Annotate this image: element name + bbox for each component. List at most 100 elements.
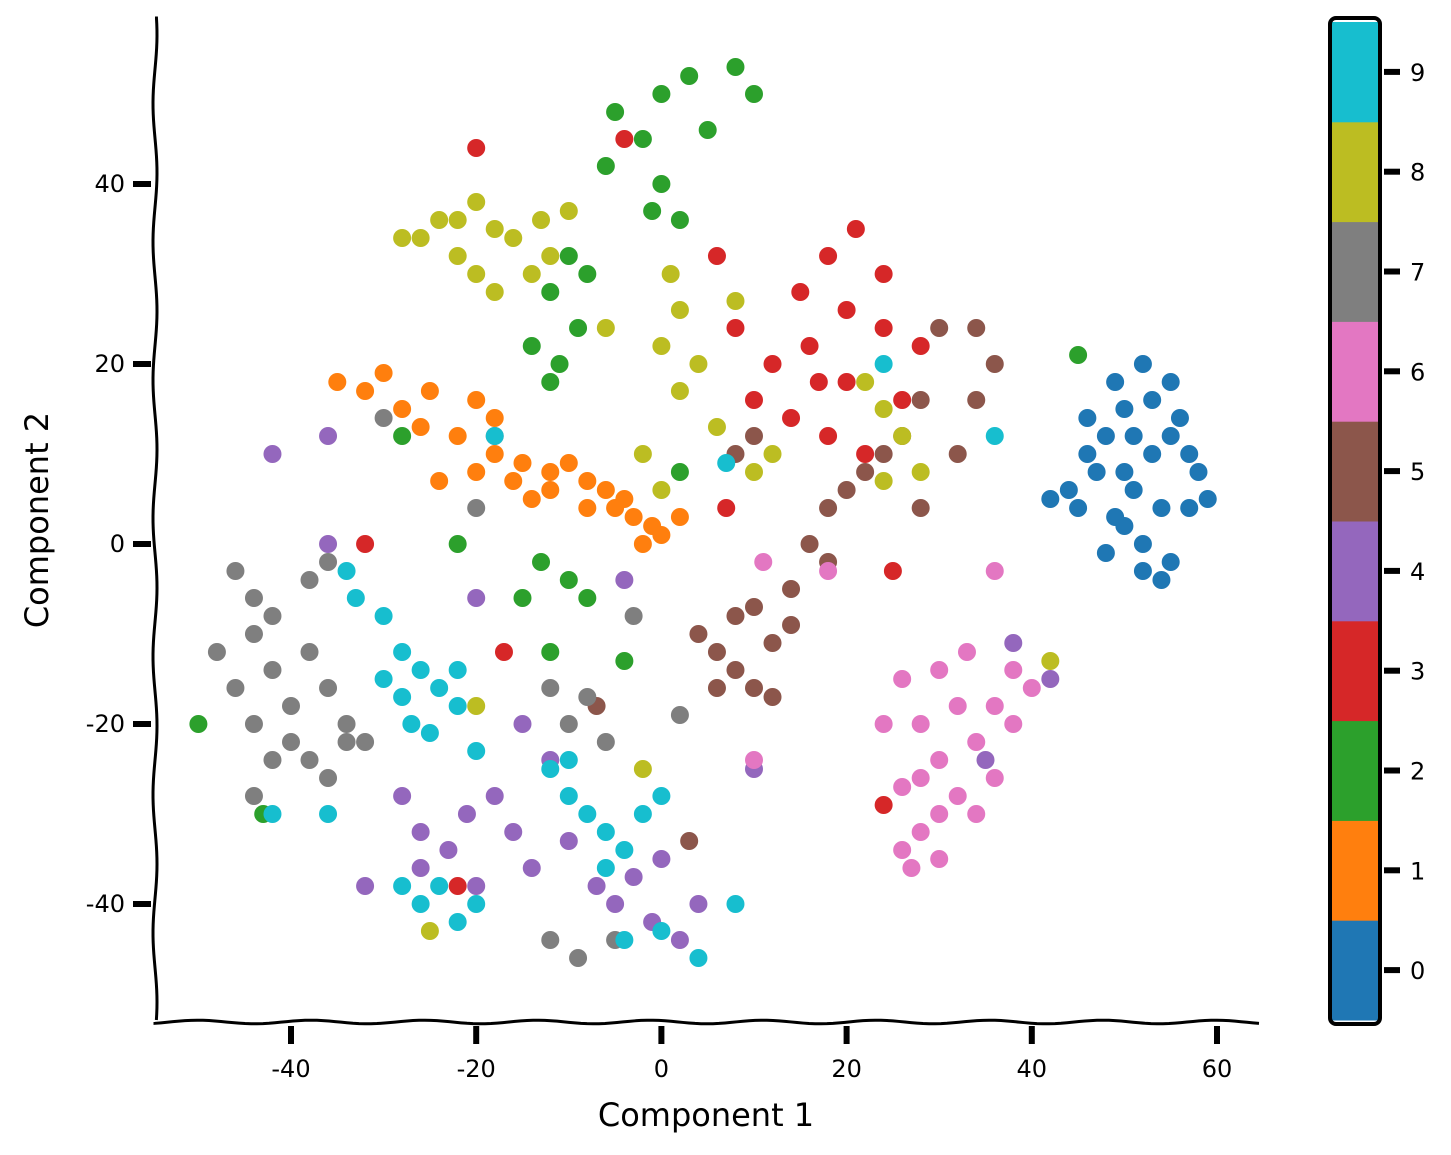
data-point-class-6 xyxy=(911,769,930,787)
data-point-class-7 xyxy=(207,643,226,661)
data-point-class-1 xyxy=(541,481,560,499)
data-point-class-2 xyxy=(670,463,689,481)
data-point-class-7 xyxy=(541,931,560,949)
colorbar-segment-6 xyxy=(1332,321,1378,422)
data-point-class-2 xyxy=(559,571,578,589)
data-point-class-2 xyxy=(541,373,560,391)
data-point-class-7 xyxy=(263,607,282,625)
data-point-class-1 xyxy=(393,400,412,418)
data-point-class-2 xyxy=(652,175,671,193)
data-point-class-9 xyxy=(559,787,578,805)
data-point-class-6 xyxy=(745,751,763,769)
data-point-class-4 xyxy=(1041,670,1060,688)
data-point-class-1 xyxy=(485,409,504,427)
data-point-class-2 xyxy=(189,715,208,733)
data-point-class-0 xyxy=(1143,445,1162,463)
colorbar-tick-label: 8 xyxy=(1410,159,1425,187)
data-point-class-6 xyxy=(957,643,976,661)
data-point-class-1 xyxy=(541,463,560,481)
data-point-class-2 xyxy=(633,130,652,148)
data-point-class-7 xyxy=(282,697,300,715)
data-point-class-9 xyxy=(652,922,671,940)
data-point-class-3 xyxy=(856,445,875,463)
data-point-class-7 xyxy=(374,409,393,427)
data-point-class-7 xyxy=(244,625,263,643)
data-point-class-8 xyxy=(532,211,551,229)
colorbar-tick-label: 1 xyxy=(1410,857,1425,885)
data-point-class-4 xyxy=(689,895,708,913)
data-point-class-4 xyxy=(652,850,671,868)
data-point-class-4 xyxy=(670,931,689,949)
data-point-class-1 xyxy=(513,454,532,472)
data-point-class-2 xyxy=(532,553,551,571)
data-point-class-7 xyxy=(244,589,263,607)
data-point-class-8 xyxy=(1041,652,1060,670)
data-point-class-9 xyxy=(596,859,615,877)
data-point-class-3 xyxy=(819,427,838,445)
data-point-class-9 xyxy=(374,607,393,625)
data-point-class-5 xyxy=(763,634,782,652)
data-point-class-9 xyxy=(467,895,486,913)
data-point-class-2 xyxy=(522,337,541,355)
data-point-class-1 xyxy=(578,472,597,490)
x-axis: -40 -20 0 20 40 60 xyxy=(153,1018,1260,1083)
data-point-class-5 xyxy=(930,319,949,337)
data-point-class-1 xyxy=(670,508,689,526)
colorbar-tick-label: 5 xyxy=(1410,458,1425,486)
data-point-class-1 xyxy=(559,454,578,472)
data-point-class-6 xyxy=(948,787,967,805)
data-point-class-3 xyxy=(874,319,893,337)
data-point-class-2 xyxy=(541,283,560,301)
data-point-class-5 xyxy=(745,598,763,616)
data-point-class-9 xyxy=(596,823,615,841)
data-point-class-5 xyxy=(874,445,893,463)
data-point-class-0 xyxy=(1161,427,1180,445)
data-point-class-5 xyxy=(680,832,699,850)
data-point-class-2 xyxy=(513,589,532,607)
data-point-class-9 xyxy=(448,661,467,679)
data-point-class-5 xyxy=(745,427,763,445)
data-point-class-8 xyxy=(411,229,430,247)
data-point-class-6 xyxy=(967,805,986,823)
data-point-class-5 xyxy=(800,535,819,553)
data-point-class-9 xyxy=(689,949,708,967)
colorbar-tick-label: 4 xyxy=(1410,558,1425,586)
data-point-class-4 xyxy=(439,841,458,859)
data-point-class-4 xyxy=(411,823,430,841)
data-point-class-9 xyxy=(717,454,736,472)
data-point-class-4 xyxy=(467,589,486,607)
data-point-class-0 xyxy=(1124,481,1143,499)
data-point-class-0 xyxy=(1152,571,1171,589)
data-point-class-2 xyxy=(578,589,597,607)
data-point-class-0 xyxy=(1133,355,1152,373)
data-point-class-1 xyxy=(522,490,541,508)
data-point-class-9 xyxy=(578,805,597,823)
data-point-class-0 xyxy=(1180,445,1199,463)
data-point-class-2 xyxy=(615,652,634,670)
data-point-class-9 xyxy=(374,670,393,688)
data-point-class-1 xyxy=(411,418,430,436)
data-point-class-8 xyxy=(745,463,763,481)
colorbar-segment-5 xyxy=(1332,421,1378,522)
data-point-class-9 xyxy=(430,877,449,895)
data-point-class-4 xyxy=(393,787,412,805)
data-point-class-9 xyxy=(615,841,634,859)
data-point-class-7 xyxy=(624,607,643,625)
data-point-class-3 xyxy=(837,301,856,319)
data-point-class-5 xyxy=(745,679,763,697)
data-point-class-8 xyxy=(485,283,504,301)
data-point-class-0 xyxy=(1096,427,1115,445)
y-axis: -40 -20 0 20 40 xyxy=(86,16,159,1021)
data-point-class-6 xyxy=(893,670,912,688)
colorbar-segment-1 xyxy=(1332,820,1378,921)
data-point-class-8 xyxy=(448,211,467,229)
data-point-class-2 xyxy=(726,58,745,76)
data-point-class-0 xyxy=(1152,499,1171,517)
data-point-class-5 xyxy=(967,391,986,409)
data-point-class-9 xyxy=(411,661,430,679)
colorbar-tick-label: 2 xyxy=(1410,758,1425,786)
data-point-class-0 xyxy=(1115,400,1134,418)
data-point-class-6 xyxy=(948,697,967,715)
data-point-class-7 xyxy=(319,769,338,787)
